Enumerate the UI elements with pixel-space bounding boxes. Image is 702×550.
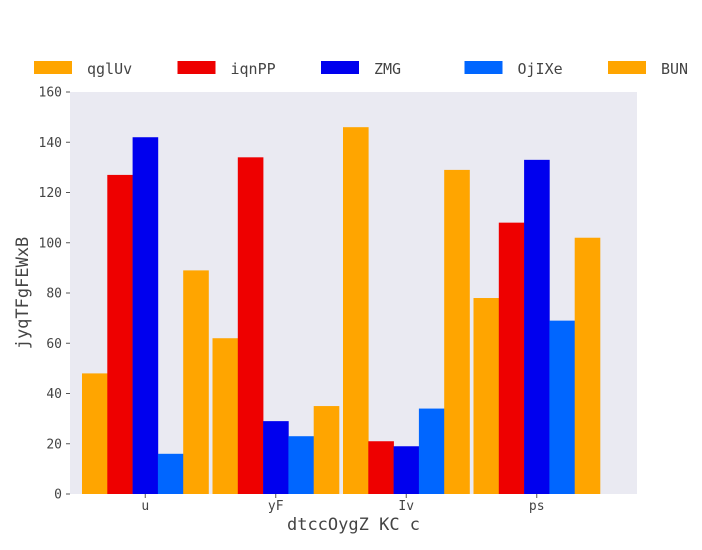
legend-swatch: [608, 61, 646, 74]
bar-ZMG-yF: [263, 421, 289, 494]
legend-item-ZMG: ZMG: [321, 60, 401, 78]
bar-ZMG-u: [132, 137, 159, 495]
legend-swatch: [464, 61, 503, 74]
x-axis-label: dtccOygZ KC c: [287, 515, 420, 535]
x-tick-label: yF: [268, 499, 284, 514]
bar-OjIXe-u: [157, 453, 184, 494]
y-tick-label: 100: [39, 236, 62, 251]
bar-ZMG-ps: [524, 159, 550, 494]
bar-BUN-yF: [313, 406, 340, 494]
legend-swatch: [177, 61, 216, 74]
legend-label: OjIXe: [518, 60, 563, 78]
bar-iqnPP-yF: [237, 157, 264, 494]
legend-label: iqnPP: [231, 60, 276, 78]
bar-OjIXe-Iv: [418, 408, 445, 494]
y-tick-label: 40: [46, 387, 62, 402]
bar-qglUv-Iv: [343, 127, 369, 495]
x-tick-label: Iv: [398, 499, 414, 514]
y-tick-label: 0: [54, 488, 62, 503]
bar-iqnPP-ps: [498, 222, 525, 494]
bar-OjIXe-yF: [288, 436, 314, 494]
legend-label: ZMG: [374, 60, 401, 78]
x-tick-label: ps: [529, 499, 545, 514]
y-axis-label: jyqTFgFEWxB: [13, 237, 33, 350]
bar-iqnPP-u: [107, 174, 133, 494]
legend-label: BUN: [661, 60, 688, 78]
legend-item-qglUv: qglUv: [34, 60, 132, 78]
legend: qglUv iqnPP ZMG OjIXe BUN: [34, 60, 688, 78]
bar-BUN-u: [183, 270, 209, 494]
bar-ZMG-Iv: [393, 446, 420, 494]
legend-swatch: [321, 61, 359, 74]
y-tick-label: 120: [39, 186, 62, 201]
y-axis: 0 20 40 60 80 100 120 140 160: [39, 86, 70, 503]
legend-item-OjIXe: OjIXe: [464, 60, 563, 78]
bar-BUN-ps: [574, 237, 601, 495]
bar-iqnPP-Iv: [368, 441, 394, 494]
y-tick-label: 140: [39, 136, 62, 151]
x-tick-label: u: [141, 499, 149, 514]
y-tick-label: 80: [46, 287, 62, 302]
legend-item-iqnPP: iqnPP: [177, 60, 276, 78]
x-axis: u yF Iv ps: [141, 494, 545, 514]
bars-layer: [82, 127, 601, 495]
y-tick-label: 20: [46, 437, 62, 452]
bar-OjIXe-ps: [549, 320, 575, 494]
y-tick-label: 160: [39, 86, 62, 101]
bar-qglUv-yF: [212, 338, 239, 494]
legend-item-BUN: BUN: [608, 60, 688, 78]
bar-BUN-Iv: [444, 169, 470, 494]
legend-label: qglUv: [87, 60, 132, 78]
bar-qglUv-ps: [473, 298, 500, 494]
legend-swatch: [34, 61, 72, 74]
bar-qglUv-u: [82, 373, 108, 494]
y-tick-label: 60: [46, 337, 62, 352]
